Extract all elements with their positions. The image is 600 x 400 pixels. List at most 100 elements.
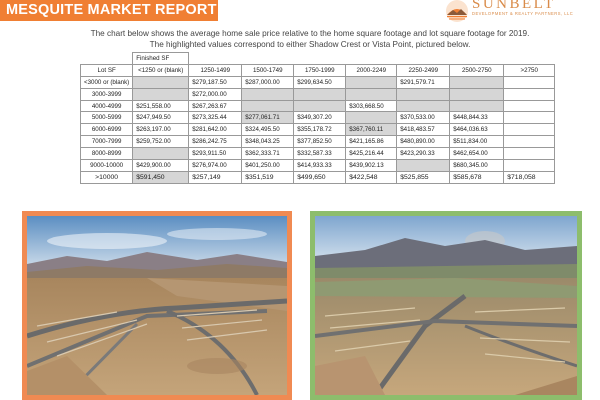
price-cell (449, 99, 505, 113)
price-cell (503, 75, 556, 89)
column-header-2000-2249: 2000-2249 (345, 63, 398, 77)
price-cell: $414,933.33 (293, 159, 347, 172)
price-cell: $401,250.00 (241, 159, 295, 172)
table-row: >10000 $591,450 $257,149 $351,519 $499,650 $4… (79, 170, 556, 184)
aerial-subdivision-photo (27, 216, 287, 395)
price-cell: $263,197.00 (132, 123, 190, 137)
row-label: 8000-8999 (79, 147, 134, 161)
row-label: 6000-6999 (79, 123, 134, 137)
price-cell: $499,650 (293, 170, 347, 184)
price-cell: $291,579.71 (396, 75, 451, 89)
price-cell: $257,149 (188, 170, 243, 184)
price-cell (503, 87, 556, 101)
logo-wordmark: SUNBELT (472, 0, 556, 12)
price-cell (396, 99, 451, 113)
row-label: 3000-3999 (79, 87, 134, 101)
table-corner (80, 52, 133, 65)
price-cell (132, 147, 190, 161)
price-cell: $332,587.33 (293, 147, 347, 161)
table-row: 7000-7999 $259,752.00 $286,242.75 $348,043.… (79, 135, 556, 149)
column-header-1500-1749: 1500-1749 (241, 63, 295, 77)
row-label: <3000 or (blank) (79, 75, 134, 89)
price-cell (345, 87, 398, 101)
column-header-1250-or-blank: <1250 or (blank) (132, 63, 190, 77)
price-cell: $348,043.25 (241, 135, 295, 149)
column-header-2750: >2750 (503, 63, 556, 77)
price-cell: $370,533.00 (396, 111, 451, 125)
price-cell: $251,558.00 (132, 99, 190, 113)
price-cell (345, 111, 398, 125)
price-cell: $259,752.00 (132, 135, 190, 149)
price-cell: $286,242.75 (188, 135, 243, 149)
price-cell: $267,263.67 (188, 99, 243, 113)
price-cell: $464,036.63 (449, 123, 505, 137)
row-label: 7000-7999 (79, 135, 134, 149)
price-cell: $425,216.44 (345, 147, 398, 161)
price-table: Finished SF Lot SF <1250 or (blank) 1250-… (79, 52, 556, 184)
description-line-1: The chart below shows the average home s… (90, 29, 530, 38)
price-cell (132, 75, 190, 89)
price-cell (449, 87, 505, 101)
price-cell (449, 75, 505, 89)
price-cell: $247,949.50 (132, 111, 190, 125)
logo-tagline: DEVELOPMENT & REALTY PARTNERS, LLC (472, 11, 574, 16)
company-logo: SUNBELT DEVELOPMENT & REALTY PARTNERS, L… (444, 0, 600, 24)
column-header-1750-1999: 1750-1999 (293, 63, 347, 77)
column-header-2500-2750: 2500-2750 (449, 63, 505, 77)
row-label: >10000 (79, 170, 134, 184)
price-cell: $448,844.33 (449, 111, 505, 125)
price-cell: $272,000.00 (188, 87, 243, 101)
price-cell (503, 135, 556, 149)
price-cell: $422,548 (345, 170, 398, 184)
finished-sf-label: Finished SF (132, 52, 190, 65)
table-row: 4000-4999 $251,558.00 $267,263.67 $303,668.… (79, 99, 556, 113)
price-cell: $349,307.20 (293, 111, 347, 125)
price-cell: $276,974.00 (188, 159, 243, 172)
row-label: 5000-5999 (79, 111, 134, 125)
price-cell (132, 87, 190, 101)
aerial-subdivision-photo (315, 216, 577, 395)
price-cell (293, 87, 347, 101)
price-cell: $299,634.50 (293, 75, 347, 89)
price-cell: $680,345.00 (449, 159, 505, 172)
table-row: 3000-3999 $272,000.00 (79, 87, 556, 101)
table-row: 5000-5999 $247,949.50 $273,325.44 $277,061.… (79, 111, 556, 125)
row-label: 4000-4999 (79, 99, 134, 113)
price-cell: $418,483.57 (396, 123, 451, 137)
table-row: 8000-8999 $293,911.50 $362,333.71 $332,587.… (79, 147, 556, 161)
price-cell: $585,678 (449, 170, 505, 184)
price-cell: $439,902.13 (345, 159, 398, 172)
sunset-mountain-icon (446, 0, 468, 22)
description-line-2: The highlighted values correspond to eit… (149, 39, 471, 49)
price-cell: $367,760.11 (345, 123, 398, 137)
price-cell: $279,187.50 (188, 75, 243, 89)
page-title: MESQUITE MARKET REPORT (0, 0, 218, 21)
row-label: 9000-10000 (79, 159, 134, 172)
price-cell (293, 99, 347, 113)
price-cell: $462,654.00 (449, 147, 505, 161)
table-row: 6000-6999 $263,197.00 $281,642.00 $324,495.… (79, 123, 556, 137)
price-cell: $525,855 (396, 170, 451, 184)
price-cell (503, 123, 556, 137)
price-cell (503, 159, 556, 172)
price-cell: $273,325.44 (188, 111, 243, 125)
price-cell: $377,852.50 (293, 135, 347, 149)
price-cell: $421,165.86 (345, 135, 398, 149)
price-cell (503, 111, 556, 125)
report-description: The chart below shows the average home s… (40, 29, 580, 50)
price-cell (345, 75, 398, 89)
price-cell: $718,058 (503, 170, 556, 184)
price-cell: $511,834.00 (449, 135, 505, 149)
price-cell (503, 147, 556, 161)
price-cell: $591,450 (132, 170, 190, 184)
lot-sf-label: Lot SF (79, 63, 134, 77)
price-cell (396, 159, 451, 172)
price-cell: $277,061.71 (241, 111, 295, 125)
shadow-crest-photo (22, 211, 292, 400)
price-cell: $423,290.33 (396, 147, 451, 161)
price-cell (503, 99, 556, 113)
price-cell: $303,668.50 (345, 99, 398, 113)
table-row: <3000 or (blank) $279,187.50 $287,000.00 $2… (79, 75, 556, 89)
price-cell (241, 87, 295, 101)
price-cell: $287,000.00 (241, 75, 295, 89)
